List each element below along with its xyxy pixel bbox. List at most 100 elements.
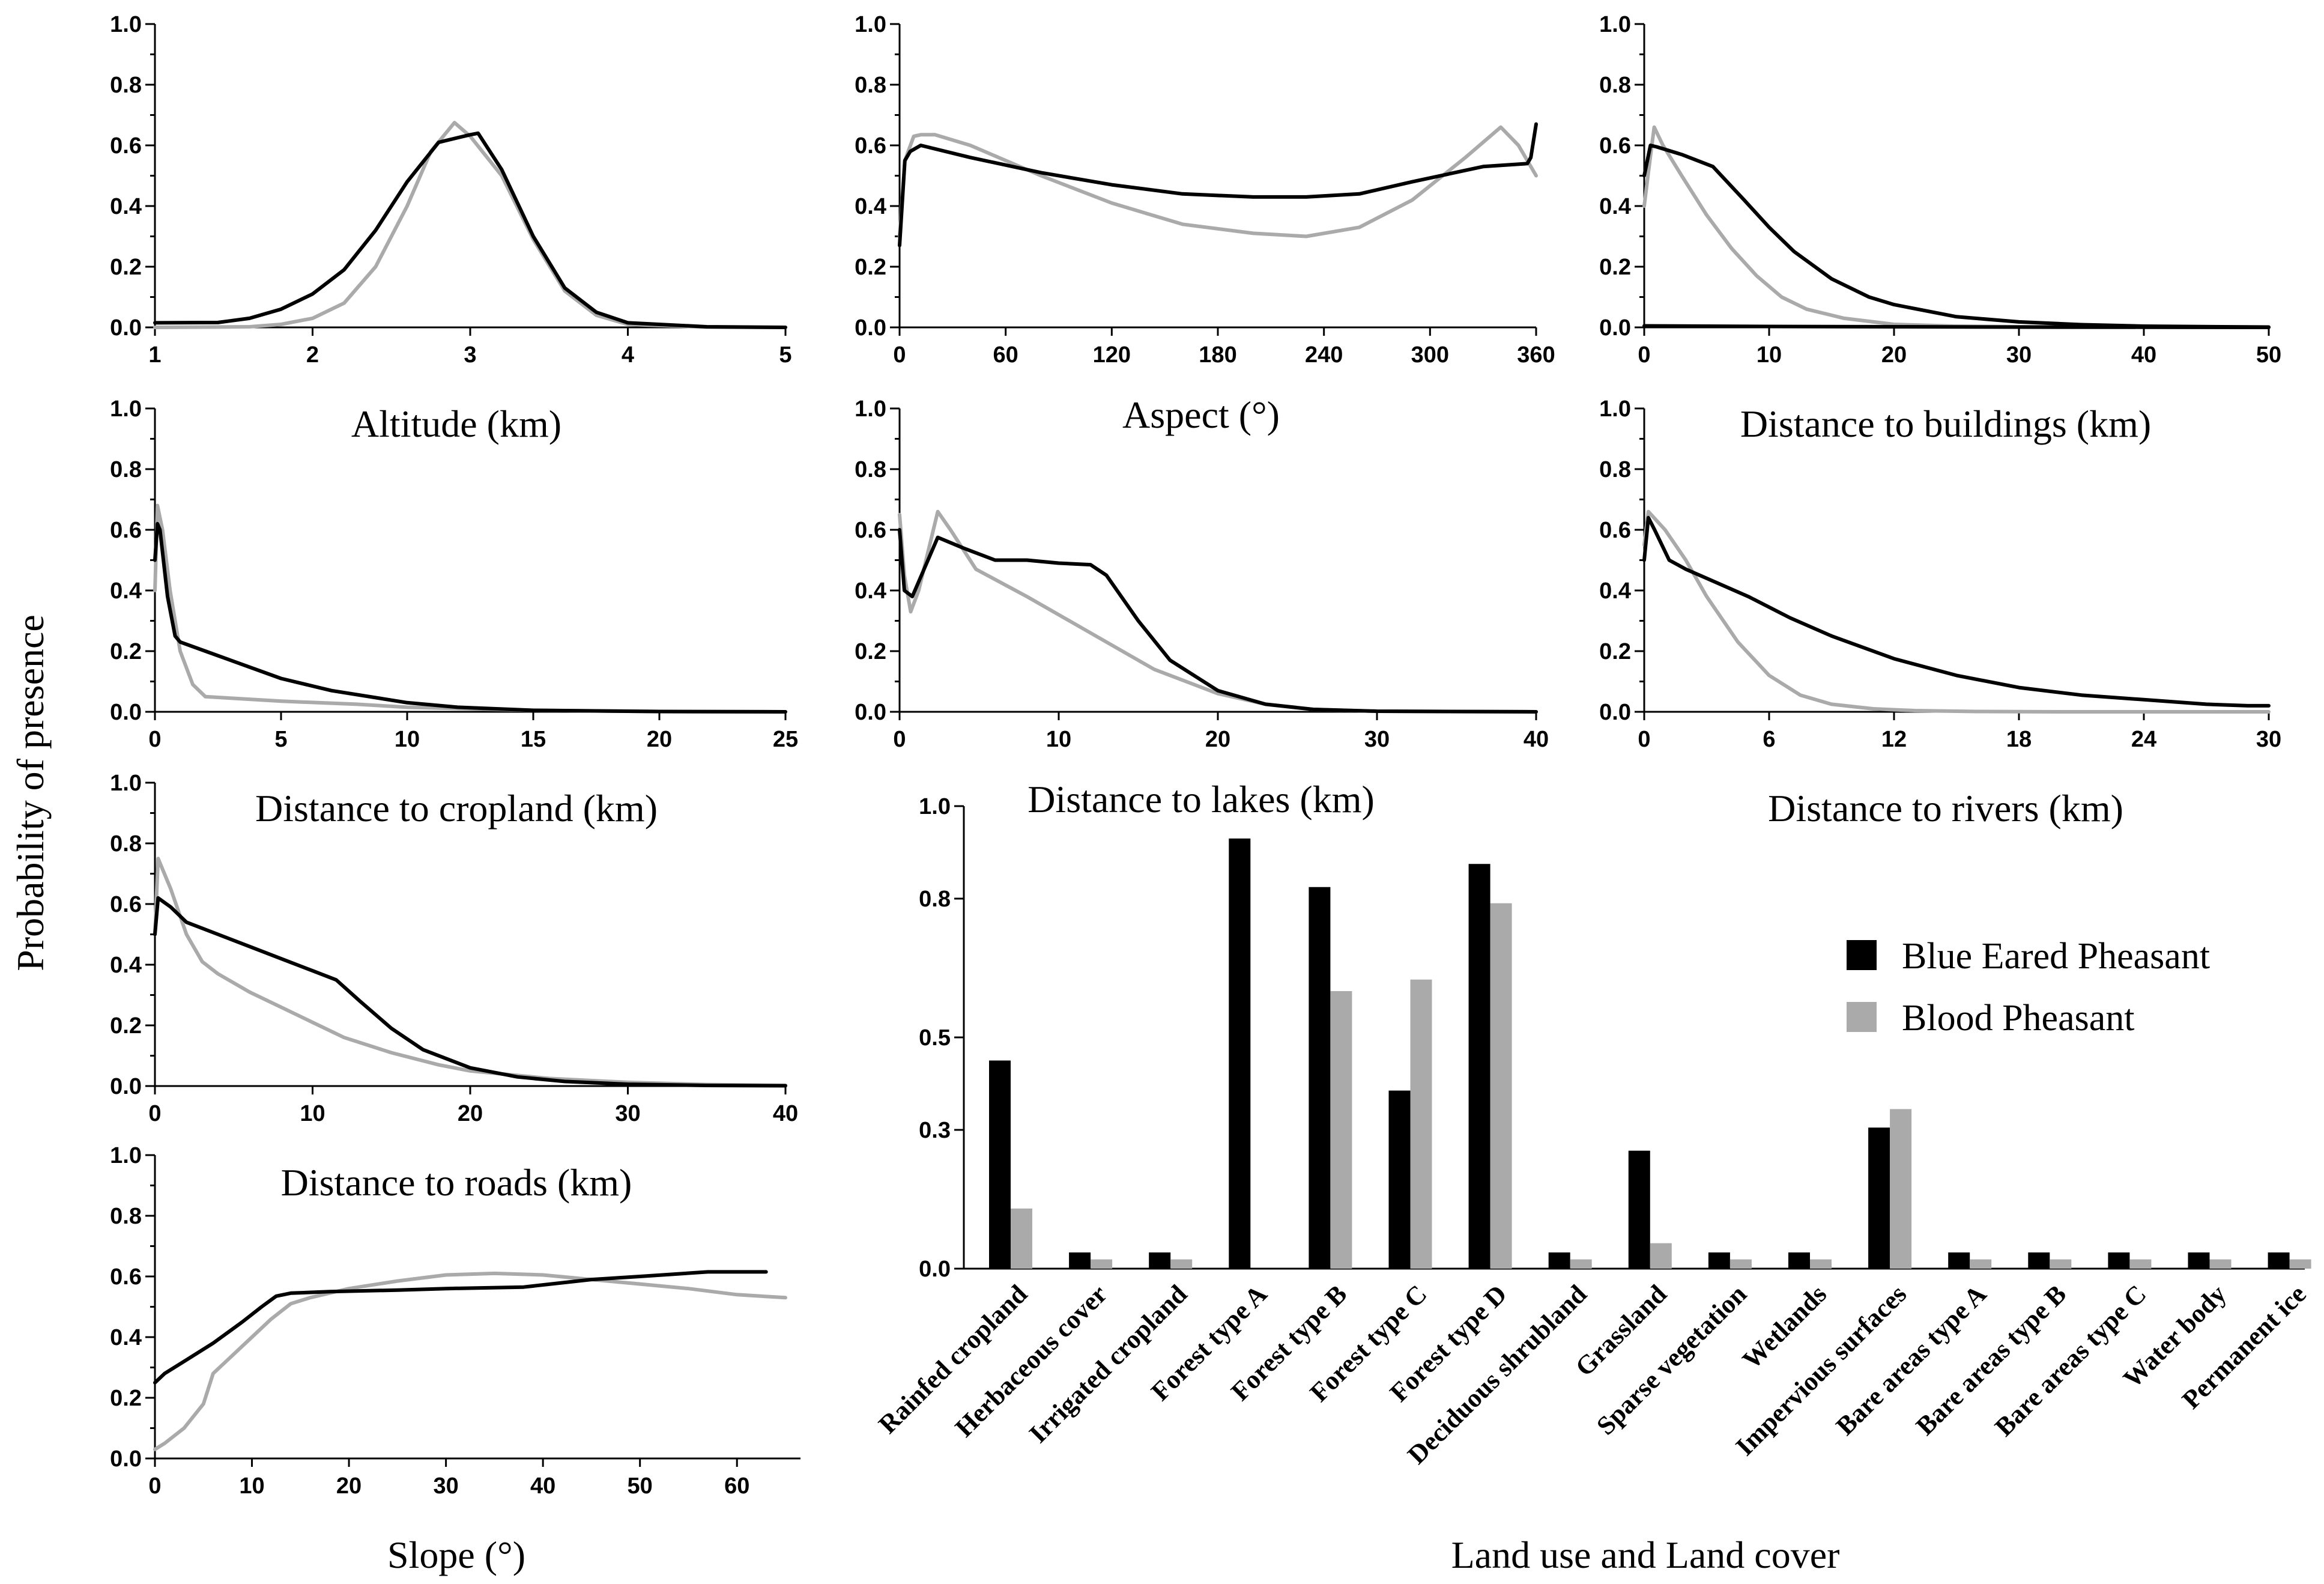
y-tick-label: 0.2 — [110, 255, 142, 280]
bar-blood-wetlands — [1810, 1259, 1832, 1269]
x-tick-label: 3 — [464, 342, 476, 368]
x-tick-label: 30 — [615, 1101, 640, 1126]
y-tick-label: 0.2 — [110, 1386, 142, 1411]
y-tick-label: 0.5 — [919, 1025, 951, 1051]
y-tick-label: 0.8 — [110, 831, 142, 857]
series-line-blue-eared-pheasant — [1642, 515, 2271, 708]
y-tick-label: 1.0 — [919, 794, 951, 819]
y-tick-label: 0.0 — [110, 1446, 142, 1472]
category-label: Herbaceous cover — [949, 1279, 1113, 1442]
bar-blue-eared-bare-areas-type-c — [2108, 1252, 2130, 1269]
bar-blue-eared-forest-type-b — [1309, 887, 1331, 1269]
bar-blue-eared-forest-type-a — [1229, 838, 1251, 1269]
x-axis-label: Distance to roads (km) — [281, 1161, 632, 1204]
y-tick-label: 0.4 — [855, 194, 886, 219]
panel-lakes: 0.0 0.2 0.4 0.6 0.8 1.0 Distance to lakes (km)… — [855, 396, 1549, 821]
bar-blood-irrigated-cropland — [1170, 1259, 1193, 1269]
panel-rivers: 0.0 0.2 0.4 0.6 0.8 1.0 Distance to rivers (km… — [1599, 396, 2281, 830]
x-tick-label: 25 — [773, 727, 798, 752]
panel-landcover: 0.0 0.3 0.5 0.8 1.0 Land use and Land cover Ra… — [873, 794, 2311, 1576]
series-line-blood-pheasant — [153, 857, 787, 1087]
y-tick-label: 0.0 — [855, 700, 886, 725]
bar-blood-rainfed-cropland — [1011, 1208, 1032, 1269]
legend-swatch — [1847, 1002, 1877, 1032]
y-tick-label: 0.8 — [1599, 73, 1631, 98]
x-axis-label: Aspect (°) — [1122, 393, 1280, 436]
x-tick-label: 30 — [433, 1473, 458, 1499]
y-tick-label: 0.6 — [855, 133, 886, 159]
y-tick-label: 0.6 — [110, 133, 142, 159]
x-tick-label: 18 — [2006, 727, 2032, 752]
x-tick-label: 40 — [2131, 342, 2156, 368]
y-tick-label: 0.2 — [110, 1013, 142, 1039]
y-tick-label: 0.6 — [1599, 133, 1631, 159]
x-tick-label: 50 — [2256, 342, 2281, 368]
x-tick-label: 5 — [274, 727, 287, 752]
panel-aspect: 0.0 0.2 0.4 0.6 0.8 1.0 Aspect (°) 0 60 120 180 240… — [855, 12, 1555, 436]
y-tick-label: 0.6 — [855, 518, 886, 543]
y-tick-label: 0.8 — [110, 1204, 142, 1229]
x-tick-label: 5 — [779, 342, 791, 368]
x-tick-label: 180 — [1199, 342, 1236, 368]
x-tick-label: 0 — [893, 342, 906, 368]
y-tick-label: 1.0 — [1599, 12, 1631, 37]
bar-blood-water-body — [2209, 1259, 2232, 1269]
y-tick-label: 0.0 — [110, 1074, 142, 1099]
panel-roads: 0.0 0.2 0.4 0.6 0.8 1.0 Distance to roads (km)… — [110, 771, 798, 1204]
category-label: Bare areas type A — [1830, 1279, 1993, 1441]
series-line-blood-pheasant — [153, 121, 787, 329]
bar-blue-eared-impervious-surfaces — [1868, 1127, 1890, 1269]
x-tick-label: 40 — [530, 1473, 555, 1499]
x-tick-label: 30 — [1364, 727, 1390, 752]
series-line-blood-pheasant — [153, 503, 787, 714]
x-tick-label: 10 — [239, 1473, 264, 1499]
panel-cropland: 0.0 0.2 0.4 0.6 0.8 1.0 Distance to cropland (… — [110, 396, 798, 830]
series-line-blue-eared-pheasant-secondary — [1642, 324, 2271, 329]
y-tick-label: 0.6 — [110, 892, 142, 917]
x-tick-label: 0 — [148, 727, 161, 752]
y-tick-label: 1.0 — [855, 396, 886, 422]
bar-blood-bare-areas-type-b — [2050, 1259, 2072, 1269]
bar-blood-forest-type-b — [1330, 991, 1352, 1269]
y-tick-label: 0.6 — [110, 518, 142, 543]
x-tick-label: 30 — [2256, 727, 2281, 752]
series-line-blue-eared-pheasant — [153, 131, 787, 329]
x-axis-label: Slope (°) — [387, 1534, 525, 1576]
bar-blood-herbaceous-cover — [1091, 1259, 1113, 1269]
x-axis-label: Land use and Land cover — [1451, 1534, 1840, 1576]
bar-blue-eared-forest-type-d — [1468, 864, 1490, 1269]
x-axis-label: Distance to cropland (km) — [255, 787, 658, 830]
legend-swatch — [1847, 940, 1877, 970]
y-tick-label: 0.4 — [110, 194, 142, 219]
panel-altitude: 0.0 0.2 0.4 0.6 0.8 1.0 Altitude (km) 1 2 3 4 5 — [110, 12, 791, 445]
y-tick-label: 0.2 — [1599, 639, 1631, 664]
y-tick-label: 0.2 — [855, 255, 886, 280]
y-tick-label: 0.8 — [1599, 457, 1631, 482]
series-line-blue-eared-pheasant — [153, 521, 787, 714]
y-tick-label: 1.0 — [110, 1143, 142, 1168]
y-tick-label: 1.0 — [1599, 396, 1631, 422]
x-tick-label: 0 — [1638, 342, 1650, 368]
y-tick-label: 0.4 — [110, 953, 142, 978]
series-line-blood-pheasant — [1642, 509, 2271, 714]
x-tick-label: 60 — [724, 1473, 749, 1499]
x-axis-label: Distance to buildings (km) — [1740, 402, 2151, 445]
x-tick-label: 10 — [300, 1101, 325, 1126]
x-tick-label: 300 — [1411, 342, 1449, 368]
x-tick-label: 4 — [622, 342, 634, 368]
y-tick-label: 0.0 — [1599, 315, 1631, 341]
bar-blue-eared-irrigated-cropland — [1149, 1252, 1171, 1269]
series-line-blue-eared-pheasant — [898, 528, 1538, 714]
y-tick-label: 0.0 — [110, 315, 142, 341]
y-tick-label: 0.4 — [1599, 194, 1631, 219]
y-tick-label: 0.8 — [110, 457, 142, 482]
legend-label: Blue Eared Pheasant — [1902, 936, 2210, 977]
series-line-blue-eared-pheasant — [898, 122, 1538, 247]
x-tick-label: 40 — [773, 1101, 798, 1126]
y-tick-label: 0.8 — [110, 73, 142, 98]
panel-buildings: 0.0 0.2 0.4 0.6 0.8 1.0 Distance to buildings … — [1599, 12, 2281, 445]
x-tick-label: 10 — [1046, 727, 1071, 752]
y-tick-label: 0.0 — [1599, 700, 1631, 725]
x-tick-label: 20 — [336, 1473, 362, 1499]
series-line-blue-eared-pheasant — [153, 896, 787, 1088]
